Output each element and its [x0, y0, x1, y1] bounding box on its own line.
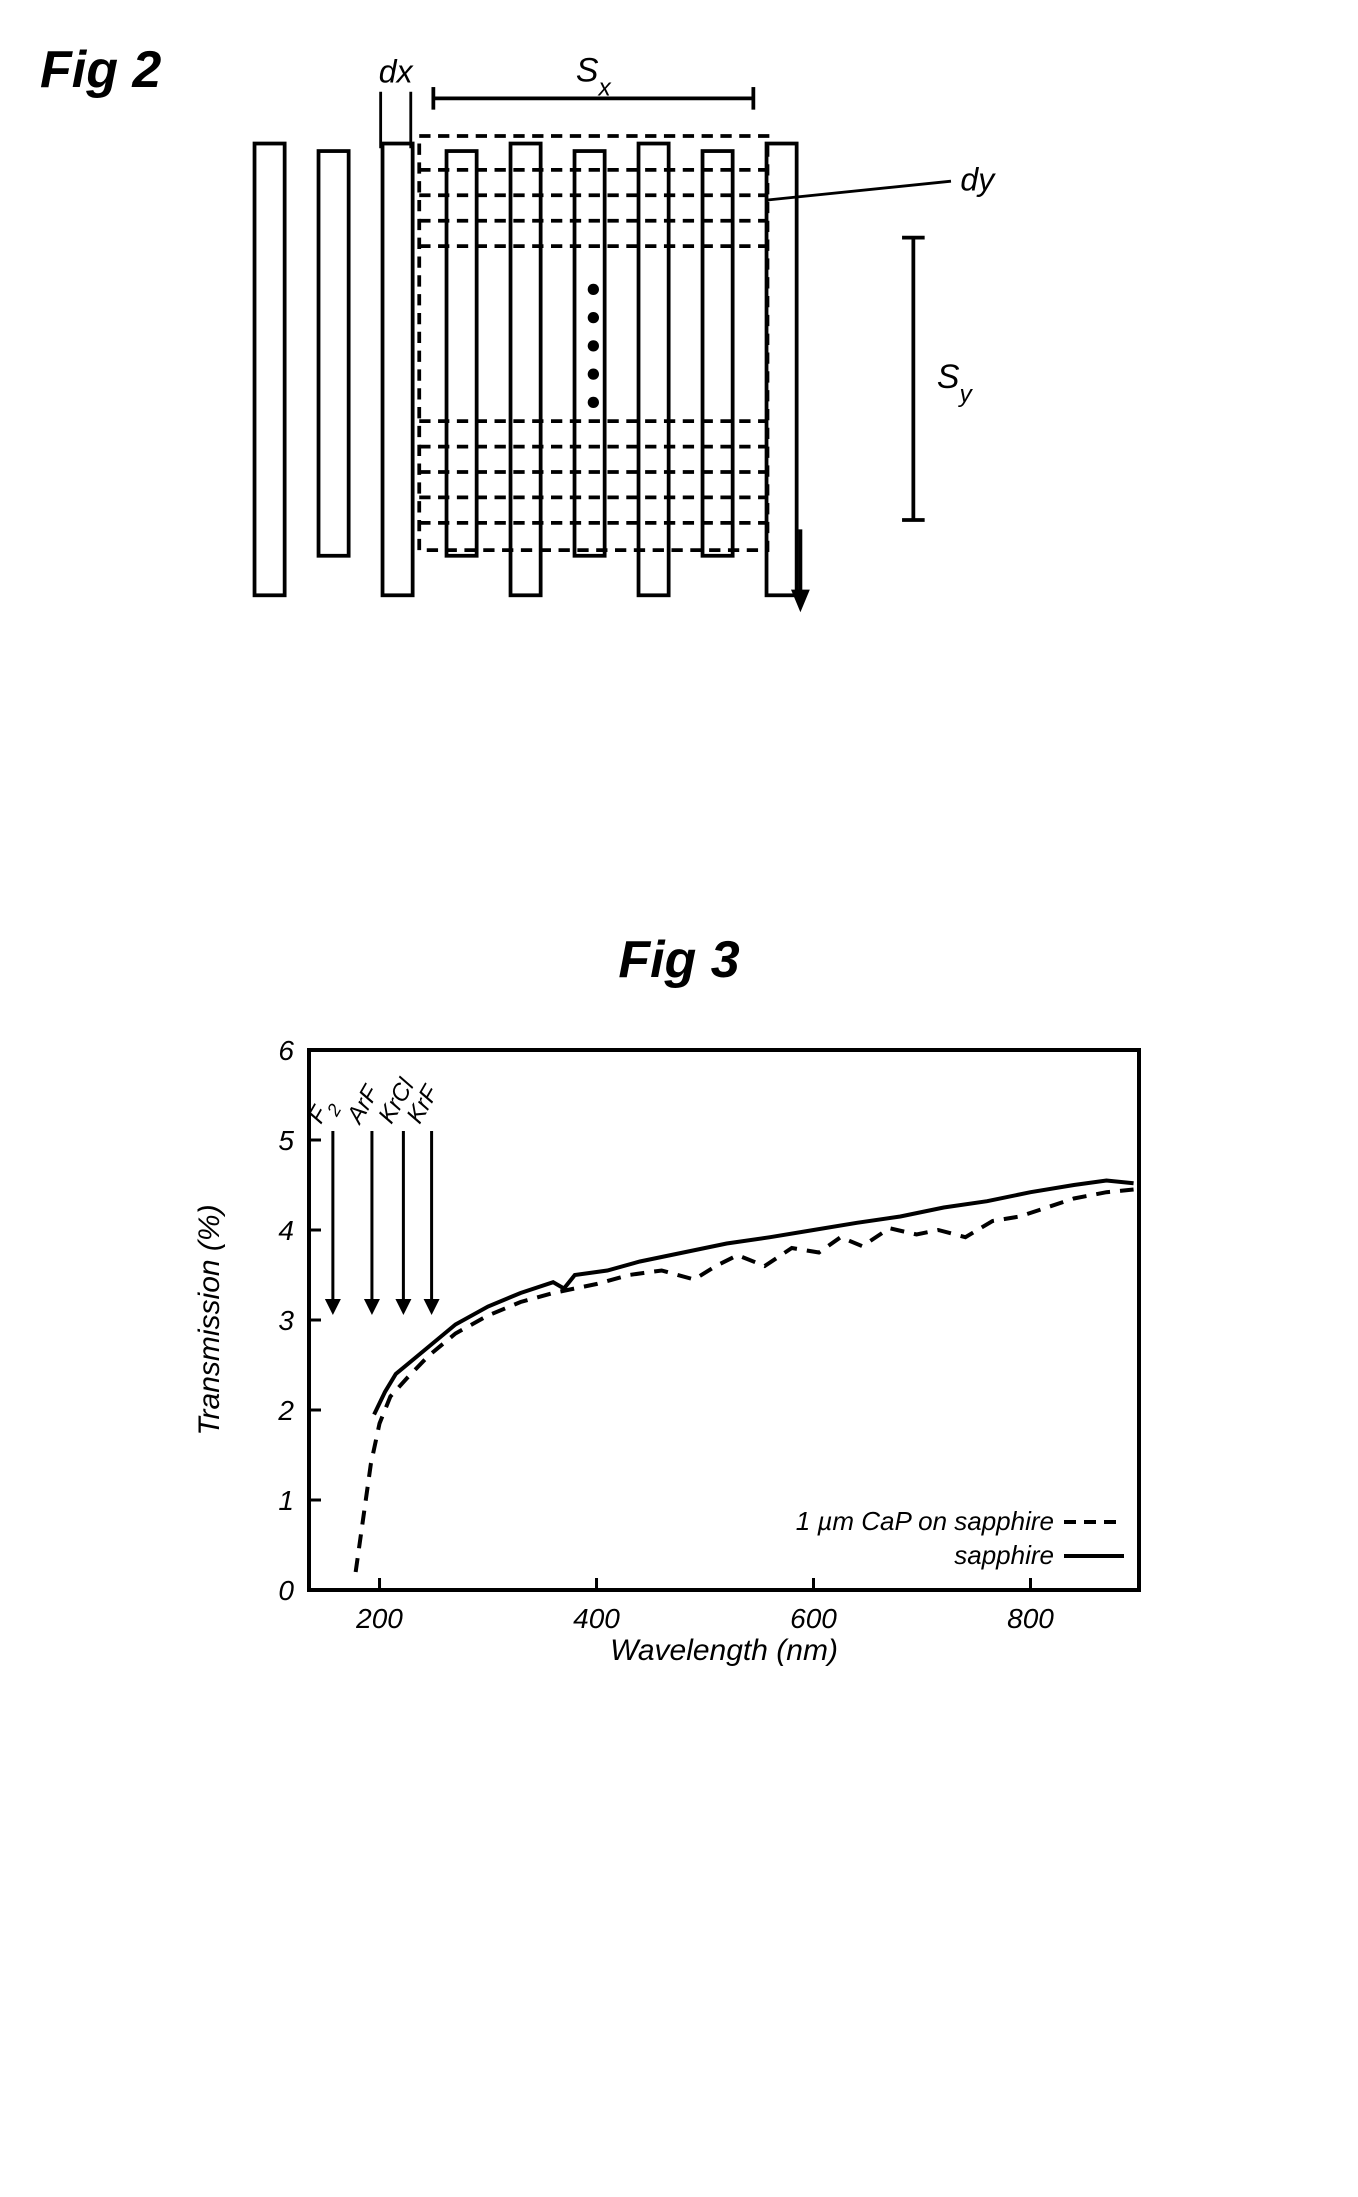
svg-text:0: 0 [278, 1575, 294, 1606]
fig3-chart: 200 400 600 800 0 1 2 3 4 5 6 Wavelength (nm) Transm… [189, 1030, 1169, 1680]
svg-text:5: 5 [278, 1125, 294, 1156]
svg-text:dx: dx [379, 53, 414, 89]
fig3-container: Fig 3 200 400 600 800 0 1 2 3 4 5 6 Wavelength (nm)… [40, 930, 1318, 1685]
fig2-diagram: dx Sx dy Sy [221, 40, 1041, 680]
fig3-label: Fig 3 [40, 930, 1318, 990]
svg-text:sapphire: sapphire [954, 1540, 1054, 1570]
svg-text:400: 400 [573, 1603, 620, 1634]
svg-text:2: 2 [277, 1395, 294, 1426]
svg-text:Transmission (%): Transmission (%) [193, 1204, 226, 1435]
svg-text:dy: dy [961, 162, 997, 198]
svg-text:Sx: Sx [576, 51, 612, 101]
svg-text:Sy: Sy [937, 358, 974, 408]
svg-text:1: 1 [278, 1485, 294, 1516]
svg-text:6: 6 [278, 1035, 294, 1066]
svg-text:200: 200 [355, 1603, 403, 1634]
svg-text:1 µm CaP on sapphire: 1 µm CaP on sapphire [796, 1506, 1054, 1536]
svg-text:800: 800 [1007, 1603, 1054, 1634]
svg-text:4: 4 [278, 1215, 294, 1246]
svg-text:Wavelength (nm): Wavelength (nm) [610, 1634, 838, 1667]
fig2-container: Fig 2 dx Sx dy Sy [40, 40, 1318, 680]
fig2-label: Fig 2 [40, 40, 161, 100]
svg-text:600: 600 [790, 1603, 837, 1634]
svg-text:3: 3 [278, 1305, 294, 1336]
